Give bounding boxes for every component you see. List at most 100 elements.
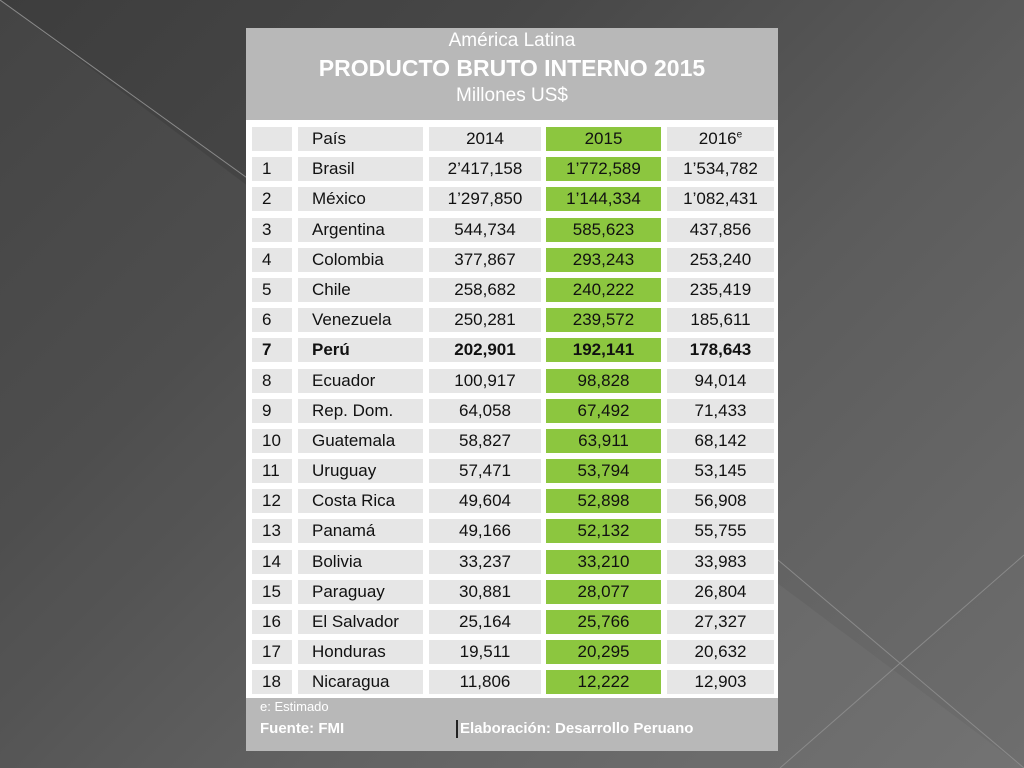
gdp-2014-cell: 49,166 — [429, 519, 541, 544]
gdp-2016-cell: 1’082,431 — [667, 187, 774, 212]
rank-cell: 2 — [252, 187, 292, 212]
rank-cell: 10 — [252, 428, 292, 453]
country-cell: Bolivia — [298, 549, 423, 574]
estimate-note: e: Estimado — [260, 699, 329, 714]
rank-cell: 13 — [252, 519, 292, 544]
gdp-2015-cell: 63,911 — [546, 428, 661, 453]
country-cell: Chile — [298, 277, 423, 302]
table-row: 8 Ecuador 100,917 98,828 94,014 — [246, 366, 778, 396]
gdp-2014-cell: 544,734 — [429, 217, 541, 242]
gdp-2014-cell: 64,058 — [429, 398, 541, 423]
gdp-2014-cell: 258,682 — [429, 277, 541, 302]
gdp-2014-cell: 57,471 — [429, 459, 541, 484]
gdp-2016-cell: 20,632 — [667, 640, 774, 665]
rank-cell: 11 — [252, 459, 292, 484]
gdp-2015-cell: 240,222 — [546, 277, 661, 302]
rank-cell: 4 — [252, 247, 292, 272]
gdp-2015-cell: 12,222 — [546, 670, 661, 695]
gdp-2015-cell: 1’772,589 — [546, 157, 661, 182]
gdp-2014-cell: 250,281 — [429, 308, 541, 333]
table-row: 1 Brasil 2’417,158 1’772,589 1’534,782 — [246, 154, 778, 184]
table-header: América Latina PRODUCTO BRUTO INTERNO 20… — [246, 28, 778, 120]
table-row: 14 Bolivia 33,237 33,210 33,983 — [246, 547, 778, 577]
gdp-2016-cell: 33,983 — [667, 549, 774, 574]
table-row: 7 Perú 202,901 192,141 178,643 — [246, 335, 778, 365]
col-2016-label: 2016 — [698, 129, 737, 148]
source-label: Fuente: FMI — [260, 720, 345, 737]
rank-cell: 14 — [252, 549, 292, 574]
rank-cell: 17 — [252, 640, 292, 665]
country-cell: Costa Rica — [298, 489, 423, 514]
table-row: 10 Guatemala 58,827 63,911 68,142 — [246, 426, 778, 456]
gdp-2015-cell: 52,898 — [546, 489, 661, 514]
estimate-superscript: e — [736, 129, 743, 141]
gdp-2016-cell: 56,908 — [667, 489, 774, 514]
rank-cell: 18 — [252, 670, 292, 695]
gdp-2014-cell: 19,511 — [429, 640, 541, 665]
rank-cell: 9 — [252, 398, 292, 423]
table-row: 13 Panamá 49,166 52,132 55,755 — [246, 516, 778, 546]
credit-label: Elaboración: Desarrollo Peruano — [460, 720, 694, 737]
footer-divider — [456, 720, 458, 738]
country-cell: Venezuela — [298, 308, 423, 333]
table-body: 1 Brasil 2’417,158 1’772,589 1’534,782 2 Méxic… — [246, 154, 778, 697]
gdp-2016-cell: 253,240 — [667, 247, 774, 272]
gdp-2016-cell: 185,611 — [667, 308, 774, 333]
table-title: PRODUCTO BRUTO INTERNO 2015 — [318, 55, 706, 81]
gdp-2016-cell: 27,327 — [667, 610, 774, 634]
gdp-2016-cell: 55,755 — [667, 519, 774, 544]
gdp-2015-cell: 239,572 — [546, 308, 661, 333]
country-cell: México — [298, 187, 423, 212]
col-country-header: País — [298, 127, 423, 151]
country-cell: Ecuador — [298, 368, 423, 393]
country-cell: Brasil — [298, 157, 423, 182]
region-label: América Latina — [448, 30, 576, 51]
table-row: 6 Venezuela 250,281 239,572 185,611 — [246, 305, 778, 335]
country-cell: Honduras — [298, 640, 423, 665]
rank-cell: 1 — [252, 157, 292, 182]
table-row: 3 Argentina 544,734 585,623 437,856 — [246, 215, 778, 245]
gdp-2016-cell: 71,433 — [667, 398, 774, 423]
country-cell: Rep. Dom. — [298, 398, 423, 423]
col-2016-header: 2016e — [667, 127, 774, 151]
table-row: 16 El Salvador 25,164 25,766 27,327 — [246, 607, 778, 637]
gdp-2014-cell: 377,867 — [429, 247, 541, 272]
unit-label: Millones US$ — [456, 85, 568, 106]
gdp-2015-cell: 192,141 — [546, 338, 661, 363]
rank-cell: 7 — [252, 338, 292, 363]
column-header-row: País 2014 2015 2016e — [246, 124, 778, 154]
gdp-2014-cell: 11,806 — [429, 670, 541, 695]
rank-cell: 6 — [252, 308, 292, 333]
gdp-2015-cell: 98,828 — [546, 368, 661, 393]
table-row: 18 Nicaragua 11,806 12,222 12,903 — [246, 667, 778, 697]
gdp-2015-cell: 1’144,334 — [546, 187, 661, 212]
rank-cell: 5 — [252, 277, 292, 302]
gdp-2016-cell: 178,643 — [667, 338, 774, 363]
gdp-2014-cell: 30,881 — [429, 579, 541, 604]
country-cell: Colombia — [298, 247, 423, 272]
country-cell: El Salvador — [298, 610, 423, 634]
gdp-2015-cell: 67,492 — [546, 398, 661, 423]
gdp-2014-cell: 1’297,850 — [429, 187, 541, 212]
table-row: 9 Rep. Dom. 64,058 67,492 71,433 — [246, 396, 778, 426]
gdp-2016-cell: 1’534,782 — [667, 157, 774, 182]
gdp-table-card: América Latina PRODUCTO BRUTO INTERNO 20… — [246, 28, 778, 751]
rank-cell: 3 — [252, 217, 292, 242]
gdp-2014-cell: 202,901 — [429, 338, 541, 363]
gdp-2015-cell: 28,077 — [546, 579, 661, 604]
gdp-2014-cell: 2’417,158 — [429, 157, 541, 182]
gdp-2016-cell: 26,804 — [667, 579, 774, 604]
gdp-2015-cell: 53,794 — [546, 459, 661, 484]
table-row: 4 Colombia 377,867 293,243 253,240 — [246, 245, 778, 275]
gdp-2014-cell: 33,237 — [429, 549, 541, 574]
col-2014-header: 2014 — [429, 127, 541, 151]
country-cell: Uruguay — [298, 459, 423, 484]
rank-cell: 16 — [252, 610, 292, 634]
country-cell: Perú — [298, 338, 423, 363]
gdp-2016-cell: 94,014 — [667, 368, 774, 393]
gdp-2016-cell: 12,903 — [667, 670, 774, 695]
gdp-2015-cell: 52,132 — [546, 519, 661, 544]
gdp-2016-cell: 437,856 — [667, 217, 774, 242]
col-number-header — [252, 127, 292, 151]
gdp-2014-cell: 49,604 — [429, 489, 541, 514]
